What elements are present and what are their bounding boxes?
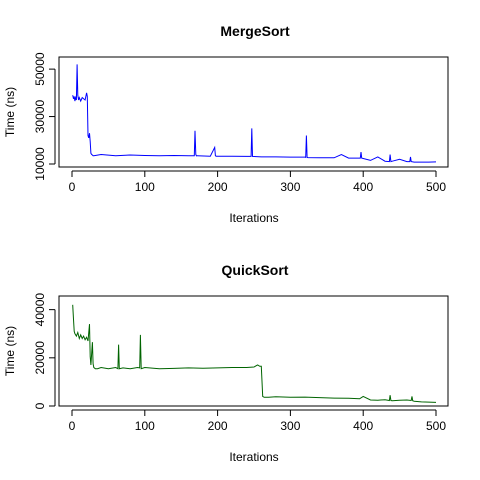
y-tick-label: 0 — [33, 402, 47, 409]
x-axis-label: Iterations — [229, 450, 278, 464]
y-axis: 10000 30000 50000 — [33, 52, 56, 181]
chart-title: QuickSort — [222, 262, 289, 278]
plot-frame — [58, 56, 449, 168]
chart-title: MergeSort — [220, 23, 290, 39]
x-tick-label: 300 — [280, 419, 300, 433]
x-axis: 0 100 200 300 400 500 — [69, 409, 446, 433]
x-tick-label: 400 — [353, 419, 373, 433]
quicksort-panel: QuickSort 0 100 200 300 400 500 0 20000 40000 I… — [3, 262, 449, 464]
mergesort-panel: MergeSort 0 100 200 300 400 500 10000 30000 500… — [3, 23, 449, 225]
series-group — [72, 64, 437, 163]
y-tick-label: 20000 — [33, 341, 47, 375]
x-tick-label: 0 — [69, 180, 76, 194]
x-tick-label: 100 — [135, 419, 155, 433]
x-tick-label: 200 — [208, 180, 228, 194]
plot-frame — [58, 295, 449, 407]
y-tick-label: 10000 — [33, 147, 47, 181]
y-tick-label: 50000 — [33, 52, 47, 86]
x-tick-label: 400 — [353, 180, 373, 194]
y-axis-label: Time (ns) — [3, 87, 17, 137]
y-axis-label: Time (ns) — [3, 326, 17, 376]
y-tick-label: 40000 — [33, 293, 47, 327]
x-tick-label: 200 — [208, 419, 228, 433]
x-tick-label: 500 — [426, 419, 446, 433]
x-tick-label: 100 — [135, 180, 155, 194]
x-tick-label: 300 — [280, 180, 300, 194]
y-axis: 0 20000 40000 — [33, 293, 56, 409]
series-group — [72, 304, 437, 403]
y-tick-label: 30000 — [33, 100, 47, 134]
series-line — [72, 304, 437, 403]
x-tick-label: 0 — [69, 419, 76, 433]
x-axis-label: Iterations — [229, 211, 278, 225]
series-line — [72, 64, 437, 163]
x-tick-label: 500 — [426, 180, 446, 194]
x-axis: 0 100 200 300 400 500 — [69, 170, 446, 194]
